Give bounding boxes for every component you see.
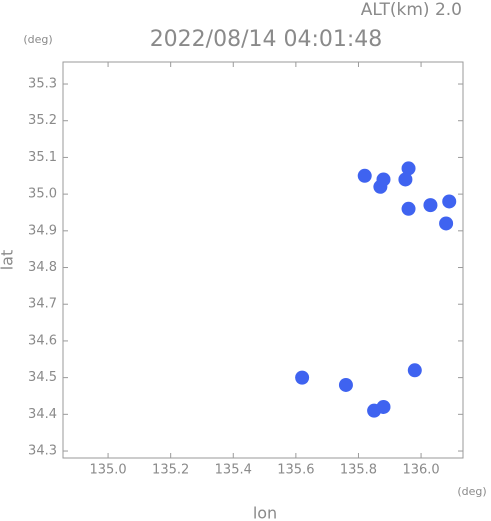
- x-tick-label: 135.4: [215, 463, 252, 478]
- echo: [398, 172, 413, 187]
- echo: [439, 216, 454, 231]
- plot-frame: [62, 61, 464, 459]
- echo: [401, 161, 416, 176]
- x-tick-label: 135.6: [277, 463, 314, 478]
- echo: [338, 377, 353, 392]
- echo: [357, 168, 372, 183]
- y-tick-label: 34.7: [28, 297, 57, 312]
- echo: [442, 194, 457, 209]
- y-tick-label: 34.4: [28, 407, 57, 422]
- y-tick-label: 34.3: [28, 444, 57, 459]
- chart-title: 2022/08/14 04:01:48: [150, 27, 383, 52]
- y-tick-label: 35.2: [28, 113, 57, 128]
- y-tick-label: 34.6: [28, 333, 57, 348]
- y-tick-label: 35.0: [28, 187, 57, 202]
- x-tick-label: 136.0: [402, 463, 439, 478]
- x-tick-label: 135.0: [89, 463, 126, 478]
- y-tick-label: 35.1: [28, 150, 57, 165]
- x-unit: (deg): [457, 485, 486, 498]
- y-tick-label: 34.8: [28, 260, 57, 275]
- y-unit: (deg): [23, 33, 52, 46]
- y-tick-label: 34.9: [28, 223, 57, 238]
- echo: [423, 198, 438, 213]
- echo: [401, 201, 416, 216]
- echo: [376, 399, 391, 414]
- echo: [295, 370, 310, 385]
- y-tick-label: 35.3: [28, 77, 57, 92]
- echo: [376, 172, 391, 187]
- y-tick-label: 34.5: [28, 370, 57, 385]
- altitude-label: ALT(km) 2.0: [361, 0, 462, 20]
- x-axis-label: lon: [253, 504, 277, 521]
- y-axis-label: lat: [0, 250, 17, 271]
- x-tick-label: 135.8: [340, 463, 377, 478]
- x-tick-label: 135.2: [152, 463, 189, 478]
- echo: [407, 363, 422, 378]
